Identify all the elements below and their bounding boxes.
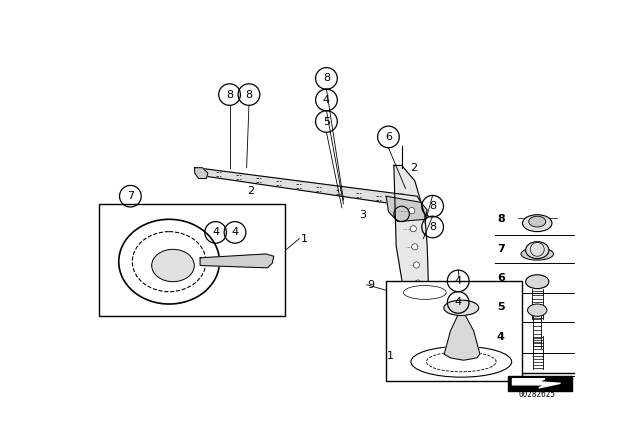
Circle shape: [415, 280, 421, 286]
Text: 6: 6: [497, 273, 505, 283]
Ellipse shape: [444, 300, 479, 315]
Polygon shape: [444, 308, 480, 360]
Polygon shape: [386, 196, 428, 222]
Text: 1: 1: [387, 351, 394, 362]
Text: 8: 8: [323, 73, 330, 83]
Text: 4: 4: [323, 95, 330, 105]
Ellipse shape: [525, 241, 549, 258]
Circle shape: [408, 207, 415, 214]
Ellipse shape: [525, 275, 549, 289]
Text: 4: 4: [212, 228, 219, 237]
Text: 9: 9: [367, 280, 374, 290]
Circle shape: [417, 298, 422, 304]
Text: 8: 8: [429, 201, 436, 211]
Ellipse shape: [402, 288, 448, 310]
Text: 4: 4: [454, 276, 462, 286]
Bar: [386, 281, 522, 381]
Ellipse shape: [152, 250, 195, 282]
Text: 7: 7: [127, 191, 134, 201]
Circle shape: [413, 262, 419, 268]
Polygon shape: [200, 254, 274, 268]
Polygon shape: [508, 375, 572, 391]
Text: 8: 8: [245, 90, 253, 99]
Ellipse shape: [527, 304, 547, 316]
Text: 5: 5: [497, 302, 504, 312]
Text: 00282625: 00282625: [519, 390, 556, 399]
Text: 3: 3: [360, 211, 366, 220]
Polygon shape: [394, 165, 430, 348]
Text: 2: 2: [247, 186, 254, 196]
Polygon shape: [195, 168, 208, 178]
Ellipse shape: [522, 215, 552, 232]
Text: 5: 5: [323, 116, 330, 126]
Text: 4: 4: [232, 228, 239, 237]
Ellipse shape: [529, 216, 546, 227]
Bar: [99, 204, 285, 315]
Text: 4: 4: [454, 297, 462, 307]
Text: 8: 8: [497, 214, 505, 224]
Text: 8: 8: [226, 90, 233, 99]
Circle shape: [412, 244, 418, 250]
Text: 6: 6: [385, 132, 392, 142]
Ellipse shape: [521, 248, 554, 260]
Text: 8: 8: [429, 222, 436, 232]
Text: 7: 7: [497, 244, 505, 254]
Text: 4: 4: [497, 332, 505, 342]
Text: 2: 2: [410, 163, 417, 173]
Circle shape: [410, 226, 417, 232]
Polygon shape: [196, 168, 421, 208]
Polygon shape: [513, 379, 561, 388]
Text: 1: 1: [301, 233, 308, 244]
